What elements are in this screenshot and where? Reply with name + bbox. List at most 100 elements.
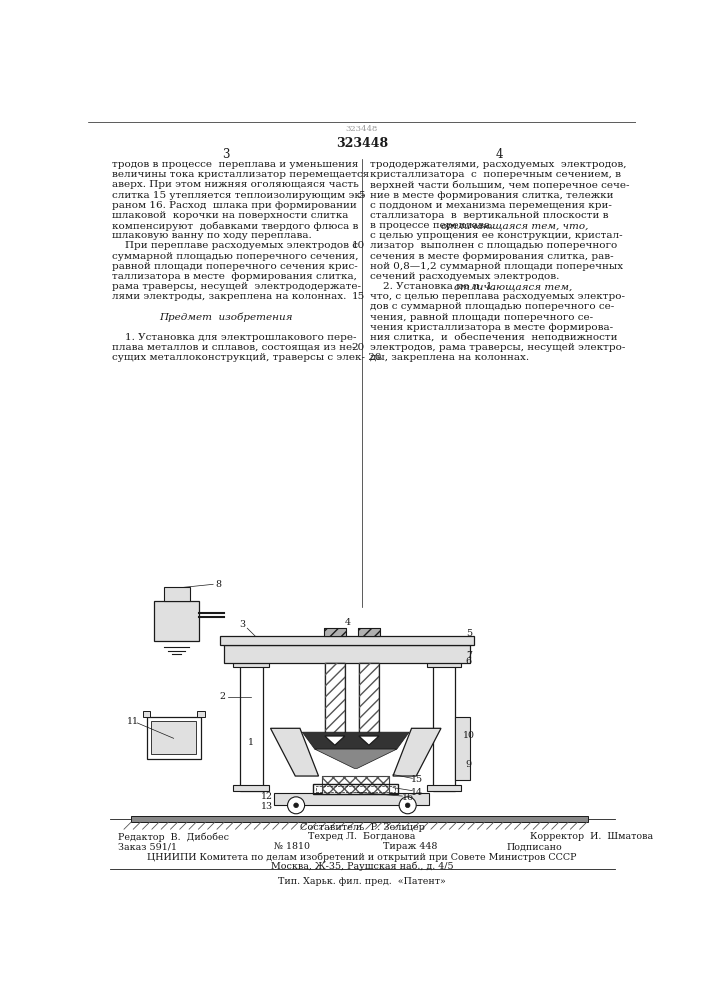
Text: шлаковой  корочки на поверхности слитка: шлаковой корочки на поверхности слитка bbox=[112, 211, 348, 220]
Text: сечения в месте формирования слитка, рав-: сечения в месте формирования слитка, рав… bbox=[370, 252, 614, 261]
Bar bbox=[143, 711, 151, 717]
Bar bbox=[455, 717, 470, 780]
Text: чения, равной площади поперечного се-: чения, равной площади поперечного се- bbox=[370, 312, 594, 322]
Text: Подписано: Подписано bbox=[507, 842, 563, 851]
Text: 2. Установка по п. 1,: 2. Установка по п. 1, bbox=[370, 282, 499, 291]
Bar bbox=[324, 628, 346, 636]
Bar bbox=[197, 711, 204, 717]
Bar bbox=[131, 816, 588, 822]
Polygon shape bbox=[393, 728, 441, 776]
Bar bbox=[163, 587, 190, 601]
Polygon shape bbox=[315, 749, 397, 768]
Text: раном 16. Расход  шлака при формировании: раном 16. Расход шлака при формировании bbox=[112, 201, 356, 210]
Text: 15: 15 bbox=[411, 775, 423, 784]
Text: 11: 11 bbox=[127, 717, 139, 726]
Text: в процессе переплава,: в процессе переплава, bbox=[370, 221, 497, 230]
Text: компенсируют  добавками твердого флюса в: компенсируют добавками твердого флюса в bbox=[112, 221, 358, 231]
Text: Заказ 591/1: Заказ 591/1 bbox=[118, 842, 177, 851]
Text: шлаковую ванну по ходу переплава.: шлаковую ванну по ходу переплава. bbox=[112, 231, 311, 240]
Polygon shape bbox=[359, 736, 379, 745]
Polygon shape bbox=[271, 728, 319, 776]
Text: величины тока кристаллизатор перемещается: величины тока кристаллизатор перемещаетс… bbox=[112, 170, 369, 179]
Text: 16: 16 bbox=[402, 793, 414, 802]
Text: 7: 7 bbox=[466, 651, 472, 660]
Text: 5: 5 bbox=[358, 191, 365, 200]
Text: 1: 1 bbox=[248, 738, 254, 747]
Text: 10: 10 bbox=[463, 732, 475, 740]
Text: равной площади поперечного сечения крис-: равной площади поперечного сечения крис- bbox=[112, 262, 357, 271]
Text: кристаллизатора  с  поперечным сечением, в: кристаллизатора с поперечным сечением, в bbox=[370, 170, 621, 179]
Text: 10: 10 bbox=[352, 241, 365, 250]
Text: плава металлов и сплавов, состоящая из не-: плава металлов и сплавов, состоящая из н… bbox=[112, 343, 355, 352]
Text: 4: 4 bbox=[345, 618, 351, 627]
Text: При переплаве расходуемых электродов с: При переплаве расходуемых электродов с bbox=[112, 241, 358, 250]
Text: Предмет  изобретения: Предмет изобретения bbox=[160, 312, 293, 322]
Text: 20: 20 bbox=[352, 343, 365, 352]
Text: 3: 3 bbox=[240, 620, 245, 629]
Text: Тип. Харьк. фил. пред.  «Патент»: Тип. Харьк. фил. пред. «Патент» bbox=[278, 877, 446, 886]
Text: с поддоном и механизма перемещения кри-: с поддоном и механизма перемещения кри- bbox=[370, 201, 612, 210]
Polygon shape bbox=[325, 736, 345, 745]
Polygon shape bbox=[303, 732, 409, 749]
Text: 14: 14 bbox=[411, 788, 423, 797]
Text: трододержателями, расходуемых  электродов,: трододержателями, расходуемых электродов… bbox=[370, 160, 627, 169]
Text: 15: 15 bbox=[352, 292, 365, 301]
Text: Редактор  В.  Дибобес: Редактор В. Дибобес bbox=[118, 832, 229, 842]
Text: 323448: 323448 bbox=[346, 125, 378, 133]
Text: отличающаяся тем, что,: отличающаяся тем, что, bbox=[441, 221, 589, 230]
Bar bbox=[151, 721, 196, 754]
Circle shape bbox=[288, 797, 305, 814]
Text: с целью упрощения ее конструкции, кристал-: с целью упрощения ее конструкции, криста… bbox=[370, 231, 623, 240]
Text: слитка 15 утепляется теплоизолирующим эк-: слитка 15 утепляется теплоизолирующим эк… bbox=[112, 191, 364, 200]
Bar bbox=[146, 717, 201, 759]
Text: сталлизатора  в  вертикальной плоскости в: сталлизатора в вертикальной плоскости в bbox=[370, 211, 609, 220]
Text: Тираж 448: Тираж 448 bbox=[383, 842, 437, 851]
Bar bbox=[233, 659, 269, 667]
Bar bbox=[274, 793, 429, 805]
Text: 5: 5 bbox=[466, 629, 472, 638]
Text: 1. Установка для электрошлакового пере-: 1. Установка для электрошлакового пере- bbox=[112, 333, 356, 342]
Text: 2: 2 bbox=[219, 692, 226, 701]
Bar bbox=[154, 601, 199, 641]
Bar bbox=[359, 663, 379, 736]
Text: 8: 8 bbox=[216, 580, 221, 589]
Text: ной 0,8—1,2 суммарной площади поперечных: ной 0,8—1,2 суммарной площади поперечных bbox=[370, 262, 624, 271]
Bar bbox=[316, 786, 395, 792]
Text: Техред Л.  Богданова: Техред Л. Богданова bbox=[308, 832, 416, 841]
Bar bbox=[313, 784, 398, 794]
Bar bbox=[325, 663, 345, 736]
Text: тродов в процессе  переплава и уменьшения: тродов в процессе переплава и уменьшения bbox=[112, 160, 358, 169]
Text: ЦНИИПИ Комитета по делам изобретений и открытий при Совете Министров СССР: ЦНИИПИ Комитета по делам изобретений и о… bbox=[147, 852, 577, 862]
Bar bbox=[358, 628, 380, 636]
Text: электродов, рама траверсы, несущей электро-: электродов, рама траверсы, несущей элект… bbox=[370, 343, 626, 352]
Text: Москва, Ж-35, Раушская наб., д. 4/5: Москва, Ж-35, Раушская наб., д. 4/5 bbox=[271, 862, 453, 871]
Text: 12: 12 bbox=[261, 792, 273, 801]
Text: № 1810: № 1810 bbox=[274, 842, 310, 851]
Text: ды, закреплена на колоннах.: ды, закреплена на колоннах. bbox=[370, 353, 530, 362]
Text: ние в месте формирования слитка, тележки: ние в месте формирования слитка, тележки bbox=[370, 191, 614, 200]
Bar bbox=[233, 785, 269, 791]
Text: суммарной площадью поперечного сечения,: суммарной площадью поперечного сечения, bbox=[112, 252, 358, 261]
Text: верхней части большим, чем поперечное сече-: верхней части большим, чем поперечное се… bbox=[370, 180, 630, 190]
Bar bbox=[322, 776, 389, 794]
Text: чения кристаллизатора в месте формирова-: чения кристаллизатора в месте формирова- bbox=[370, 323, 614, 332]
Text: Составитель  Р. Зельцер: Составитель Р. Зельцер bbox=[300, 823, 424, 832]
Text: сечений расходуемых электродов.: сечений расходуемых электродов. bbox=[370, 272, 560, 281]
Bar bbox=[427, 659, 461, 667]
Bar bbox=[359, 663, 379, 736]
Text: 3: 3 bbox=[223, 148, 230, 161]
Text: лизатор  выполнен с площадью поперечного: лизатор выполнен с площадью поперечного bbox=[370, 241, 618, 250]
Bar bbox=[324, 628, 346, 636]
Text: таллизатора в месте  формирования слитка,: таллизатора в месте формирования слитка, bbox=[112, 272, 356, 281]
Text: ния слитка,  и  обеспечения  неподвижности: ния слитка, и обеспечения неподвижности bbox=[370, 333, 618, 342]
Text: отличающаяся тем,: отличающаяся тем, bbox=[454, 282, 573, 291]
Circle shape bbox=[399, 797, 416, 814]
Bar bbox=[358, 628, 380, 636]
Bar bbox=[220, 636, 474, 645]
Bar bbox=[433, 663, 455, 791]
Text: 323448: 323448 bbox=[336, 137, 388, 150]
Bar bbox=[322, 776, 389, 794]
Text: лями электроды, закреплена на колоннах.: лями электроды, закреплена на колоннах. bbox=[112, 292, 346, 301]
Text: аверх. При этом нижняя оголяющаяся часть: аверх. При этом нижняя оголяющаяся часть bbox=[112, 180, 358, 189]
Text: Корректор  И.  Шматова: Корректор И. Шматова bbox=[530, 832, 653, 841]
